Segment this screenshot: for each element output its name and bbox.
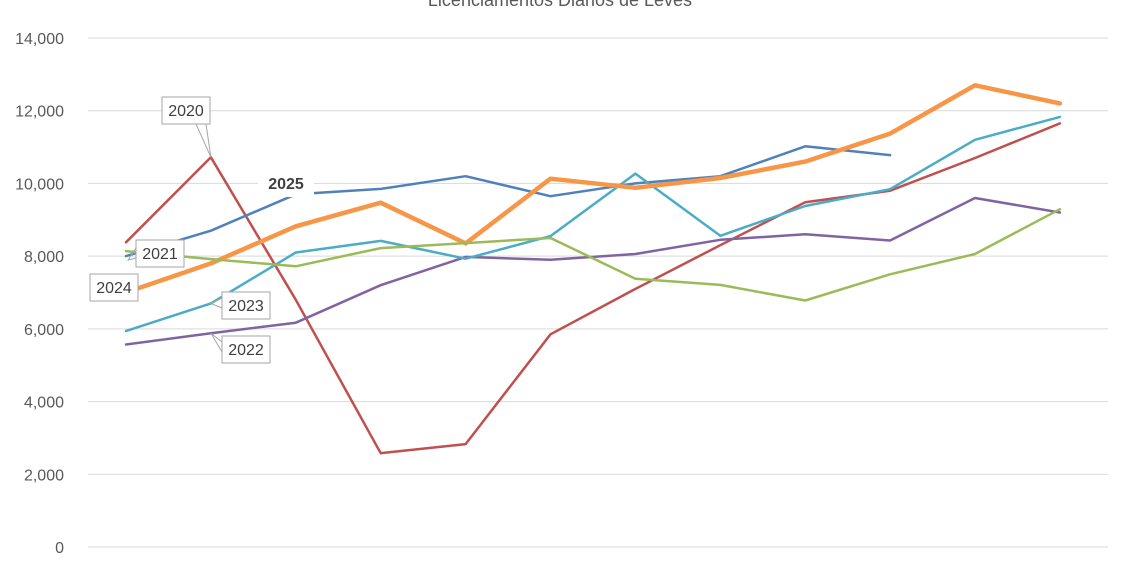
callout-box (161, 96, 211, 125)
y-tick-label: 12,000 (15, 104, 64, 121)
callout-leader (210, 332, 223, 353)
callout-leader (209, 297, 223, 309)
y-tick-label: 6,000 (24, 322, 64, 339)
series-line-2022 (124, 196, 1062, 346)
callout-box (135, 239, 185, 268)
y-axis: 0 2,000 4,000 6,000 8,000 10,000 12,000 14,000 (15, 31, 64, 557)
callout-box (221, 291, 271, 320)
series-line-2025 (124, 207, 1062, 302)
chart-title: Licenciamentos Diários de Leves (428, 0, 692, 10)
series-lines (123, 83, 1063, 455)
callout-box (258, 170, 314, 197)
series-label-2023: 2023 (228, 298, 264, 315)
y-tick-label: 4,000 (24, 395, 64, 412)
y-tick-label: 10,000 (15, 176, 64, 193)
callout-leader (126, 247, 137, 261)
series-line-2020 (124, 122, 1062, 455)
y-tick-label: 14,000 (15, 31, 64, 48)
callout-box (221, 335, 271, 364)
series-line-2024 (123, 83, 1063, 295)
series-label-2024: 2024 (96, 280, 132, 297)
series-label-2025: 2025 (268, 176, 304, 193)
series-label-2022: 2022 (228, 342, 264, 359)
callout-box (89, 273, 139, 302)
series-line-2023 (124, 115, 1062, 333)
series-label-2020: 2020 (168, 103, 204, 120)
y-tick-label: 0 (55, 540, 64, 557)
callout-leader (195, 123, 212, 158)
y-tick-label: 2,000 (24, 467, 64, 484)
series-callouts: 2020 2021 2022 2023 2024 2025 (89, 96, 314, 364)
y-tick-label: 8,000 (24, 249, 64, 266)
series-label-2021: 2021 (142, 246, 178, 263)
series-line-2021 (124, 145, 892, 258)
